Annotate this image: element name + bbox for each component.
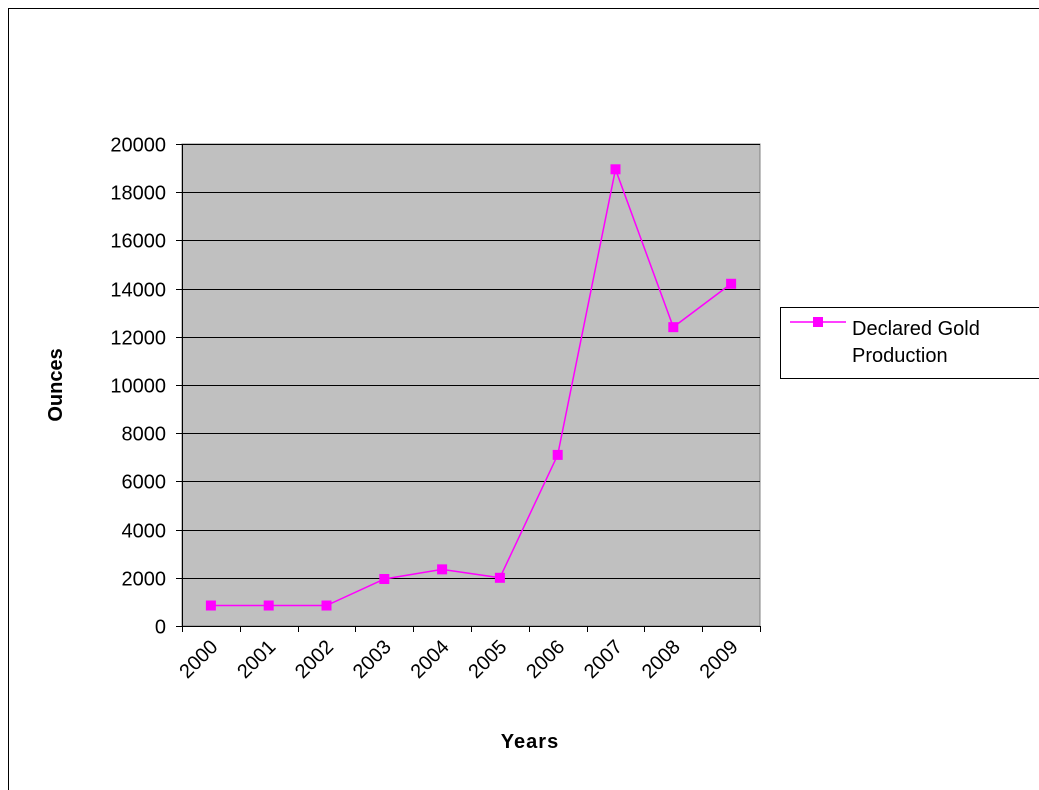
- y-tick-label: 18000: [110, 183, 166, 205]
- marker: [321, 600, 332, 611]
- legend-box: [780, 307, 1039, 379]
- y-axis-title: Ounces: [45, 348, 67, 421]
- marker: [610, 164, 621, 175]
- marker: [379, 574, 390, 585]
- marker: [494, 572, 505, 583]
- marker: [437, 564, 448, 575]
- marker: [263, 600, 274, 611]
- y-tick-label: 12000: [110, 328, 166, 350]
- y-tick-label: 16000: [110, 231, 166, 253]
- marker: [726, 278, 737, 289]
- marker: [668, 322, 679, 333]
- series-line: [210, 166, 732, 607]
- y-tick-label: 20000: [110, 135, 166, 157]
- y-tick-label: 2000: [122, 569, 167, 591]
- y-tick-label: 8000: [122, 424, 167, 446]
- marker: [205, 600, 216, 611]
- y-tick-label: 6000: [122, 472, 167, 494]
- y-tick-label: 0: [155, 617, 166, 639]
- y-tick-label: 4000: [122, 521, 167, 543]
- legend-label: Declared Gold Production: [852, 318, 980, 367]
- y-tick-label: 14000: [110, 280, 166, 302]
- y-tick-label: 10000: [110, 376, 166, 398]
- marker: [552, 449, 563, 460]
- legend-marker: [813, 317, 823, 327]
- x-axis-title: Years: [501, 731, 559, 753]
